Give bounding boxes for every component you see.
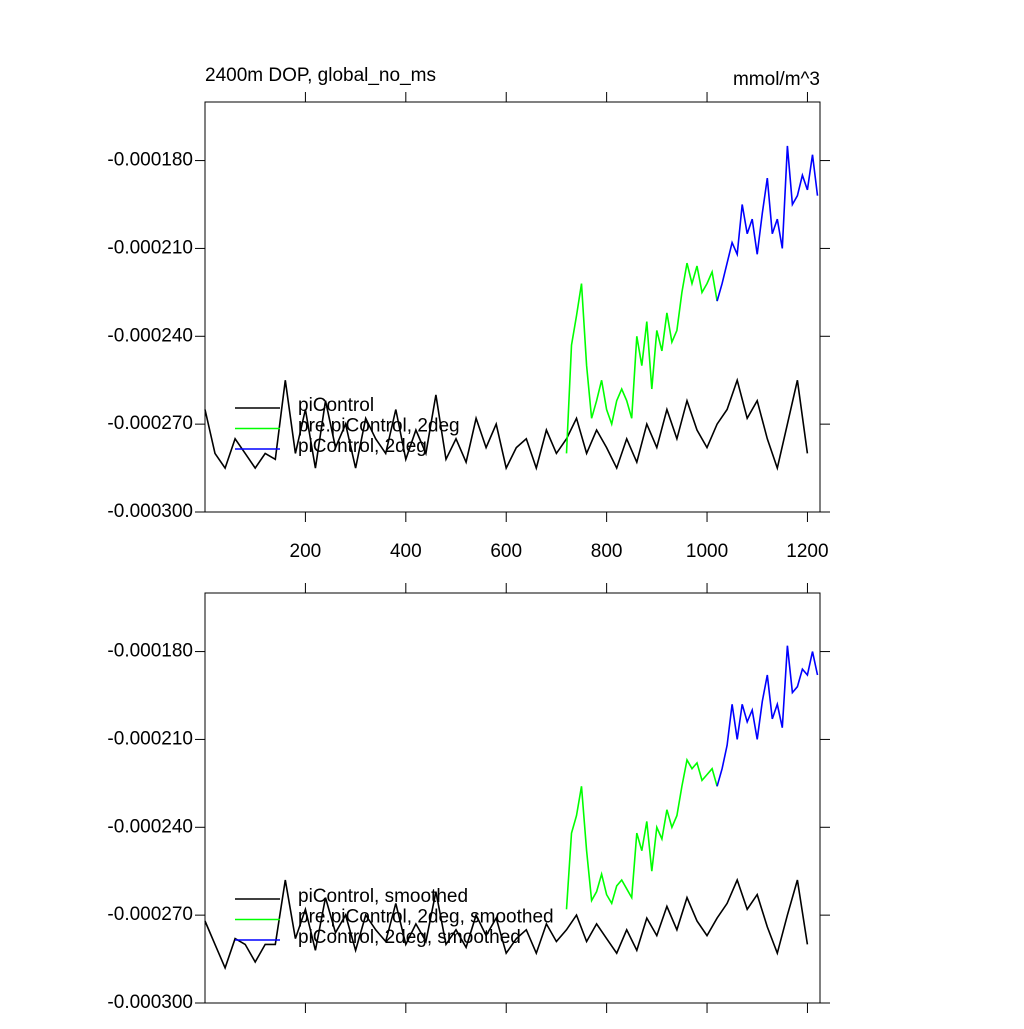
y-tick-label: -0.000180	[107, 150, 193, 171]
x-tick-label: 800	[591, 541, 623, 562]
legend-label: pre.piControl, 2deg, smoothed	[298, 907, 554, 928]
y-tick-label: -0.000240	[107, 325, 193, 346]
series-line	[204, 377, 809, 472]
legend-label: piControl, 2deg	[298, 436, 427, 457]
plot-frame	[204, 101, 821, 513]
units-label: mmol/m^3	[733, 69, 820, 90]
legend-label: piControl	[298, 395, 374, 416]
x-tick-label: 1200	[786, 541, 828, 562]
y-tick-label: -0.000210	[107, 728, 193, 749]
series-line	[565, 757, 718, 910]
y-tick-label: -0.000180	[107, 641, 193, 662]
y-tick-label: -0.000210	[107, 237, 193, 258]
plot-frame	[204, 592, 821, 1004]
y-tick-label: -0.000300	[107, 992, 193, 1013]
y-tick-label: -0.000270	[107, 413, 193, 434]
legend-label: pre.piControl, 2deg	[298, 416, 460, 437]
series-line	[204, 877, 809, 971]
x-tick-label: 1000	[686, 541, 728, 562]
x-tick-label: 400	[390, 541, 422, 562]
series-line	[716, 645, 819, 787]
legend-label: piControl, 2deg, smoothed	[298, 927, 521, 948]
x-tick-label: 600	[490, 541, 522, 562]
y-tick-label: -0.000300	[107, 501, 193, 522]
legend-label: piControl, smoothed	[298, 886, 468, 907]
y-tick-label: -0.000270	[107, 904, 193, 925]
chart-title: 2400m DOP, global_no_ms	[205, 65, 436, 86]
series-line	[565, 262, 718, 454]
y-tick-label: -0.000240	[107, 816, 193, 837]
series-line	[716, 145, 819, 302]
x-tick-label: 200	[290, 541, 322, 562]
